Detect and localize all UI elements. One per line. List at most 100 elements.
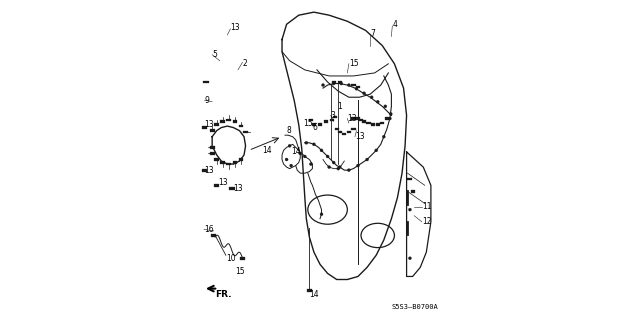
Text: S5S3—B0700A: S5S3—B0700A — [392, 304, 438, 310]
Bar — [210, 146, 214, 149]
Text: 13: 13 — [205, 166, 214, 174]
Text: 13: 13 — [348, 114, 357, 123]
Circle shape — [305, 141, 308, 144]
Bar — [214, 123, 219, 126]
Bar — [229, 187, 235, 190]
Circle shape — [374, 149, 378, 152]
Text: 4: 4 — [392, 20, 397, 29]
Bar — [351, 84, 356, 86]
Bar — [385, 117, 389, 120]
Text: 13: 13 — [218, 178, 228, 187]
Circle shape — [299, 152, 302, 155]
Text: 11: 11 — [422, 202, 431, 211]
Text: 7: 7 — [370, 29, 375, 38]
Circle shape — [356, 164, 360, 167]
Bar — [330, 119, 334, 121]
Text: 16: 16 — [204, 225, 214, 234]
Bar — [307, 289, 312, 292]
Circle shape — [309, 163, 312, 166]
Circle shape — [321, 84, 324, 86]
Bar — [211, 234, 216, 237]
Bar — [356, 117, 360, 120]
Circle shape — [290, 164, 292, 167]
Bar — [338, 131, 342, 133]
Bar — [351, 128, 356, 130]
Circle shape — [332, 82, 335, 85]
Bar — [410, 190, 415, 193]
Circle shape — [320, 213, 323, 216]
Bar — [214, 158, 219, 161]
Bar — [351, 117, 356, 120]
Bar — [210, 130, 214, 132]
Bar — [335, 128, 339, 130]
Circle shape — [328, 166, 331, 169]
Bar — [408, 178, 412, 181]
Bar — [342, 133, 346, 135]
Circle shape — [362, 92, 365, 95]
Bar — [243, 131, 248, 133]
Bar — [318, 123, 322, 126]
Text: 2: 2 — [243, 59, 247, 68]
Bar — [308, 119, 313, 121]
Circle shape — [376, 100, 380, 103]
Bar — [232, 161, 237, 164]
Bar — [240, 257, 245, 260]
Circle shape — [338, 166, 341, 169]
Bar — [220, 161, 225, 164]
Text: 15: 15 — [235, 267, 244, 276]
Circle shape — [348, 84, 350, 86]
Bar — [380, 122, 385, 124]
Circle shape — [382, 135, 385, 138]
Circle shape — [326, 155, 329, 158]
Circle shape — [340, 82, 343, 85]
Text: 14: 14 — [291, 147, 301, 156]
Text: 3: 3 — [331, 111, 335, 120]
Bar — [324, 121, 328, 122]
Circle shape — [365, 158, 369, 161]
Text: 13: 13 — [205, 120, 214, 129]
Text: 14: 14 — [262, 146, 272, 155]
Circle shape — [348, 169, 350, 172]
Bar — [220, 120, 225, 123]
Circle shape — [389, 112, 392, 115]
Circle shape — [384, 105, 387, 108]
Circle shape — [312, 143, 316, 146]
Text: 5: 5 — [212, 50, 217, 59]
Bar — [204, 81, 209, 83]
Bar — [356, 85, 360, 88]
Text: 10: 10 — [226, 254, 236, 263]
Circle shape — [285, 158, 288, 161]
Circle shape — [332, 161, 335, 164]
Circle shape — [337, 167, 340, 170]
Bar — [347, 131, 351, 133]
Text: 14: 14 — [309, 290, 319, 299]
Bar — [227, 163, 231, 165]
Circle shape — [303, 155, 307, 158]
Circle shape — [408, 208, 412, 211]
Bar — [214, 184, 220, 187]
Bar — [239, 125, 243, 127]
Bar — [239, 158, 243, 161]
Text: FR.: FR. — [215, 290, 232, 299]
Circle shape — [288, 144, 291, 147]
Bar — [338, 81, 342, 83]
Text: 15: 15 — [349, 59, 358, 68]
Text: 6: 6 — [312, 123, 317, 132]
Circle shape — [388, 117, 392, 120]
Circle shape — [320, 149, 323, 152]
Bar — [312, 123, 316, 126]
Bar — [362, 121, 366, 122]
Bar — [332, 81, 336, 83]
Bar — [367, 122, 371, 124]
Bar — [371, 123, 375, 126]
Bar — [202, 126, 207, 129]
Bar — [359, 119, 363, 121]
Bar — [333, 116, 337, 118]
Bar — [232, 120, 237, 123]
Text: 1: 1 — [337, 102, 342, 111]
Text: 9: 9 — [205, 96, 209, 105]
Text: 8: 8 — [287, 126, 291, 135]
Text: 13: 13 — [355, 132, 365, 141]
Text: 13: 13 — [230, 23, 240, 32]
Text: 15: 15 — [303, 119, 313, 128]
